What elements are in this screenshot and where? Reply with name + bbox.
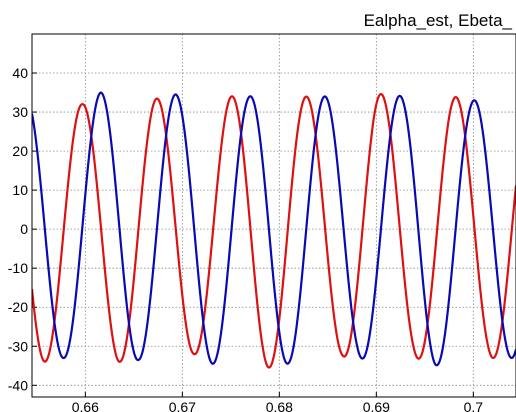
y-tick-label: 40 xyxy=(12,65,28,81)
series-1-peak-point xyxy=(229,94,233,98)
series-1-peak-point xyxy=(80,102,84,106)
extrema-markers xyxy=(32,91,511,370)
series-1-trough-point xyxy=(410,356,414,360)
x-tick-label: 0.69 xyxy=(363,399,390,412)
series-2-trough-point xyxy=(355,356,359,360)
chart-title: Ealpha_est, Ebeta_ xyxy=(364,11,513,30)
series-1-peak-point xyxy=(154,96,158,100)
y-tick-label: -10 xyxy=(8,260,28,276)
series-2-trough-point xyxy=(137,358,141,362)
series-1-peak-point xyxy=(304,94,308,98)
series-2-peak-point xyxy=(32,96,36,100)
x-axis: 0.66 0.67 0.68 0.69 0.7 xyxy=(72,392,484,412)
y-tick-label: -30 xyxy=(8,338,28,354)
plot-frame xyxy=(31,33,516,398)
y-tick-label: -40 xyxy=(8,377,28,393)
series-2-peak-point xyxy=(99,91,103,95)
y-axis: -40 -30 -20 -10 0 10 20 30 40 xyxy=(8,65,37,393)
y-tick-label: 20 xyxy=(12,143,28,159)
series-1-trough-point xyxy=(42,360,46,364)
series-1-trough-point xyxy=(266,366,270,370)
series-2-peak-point xyxy=(245,94,249,98)
series-2-trough-point xyxy=(282,362,286,366)
series-line-1 xyxy=(32,93,516,369)
series-2-peak-point xyxy=(323,94,327,98)
y-tick-label: 0 xyxy=(20,221,28,237)
series-1-peak-point xyxy=(371,91,375,95)
series-1-trough-point xyxy=(115,360,119,364)
y-tick-label: 30 xyxy=(12,104,28,120)
series-2-trough-point xyxy=(209,362,213,366)
series-1-trough-point xyxy=(192,352,196,356)
y-tick-label: -20 xyxy=(8,299,28,315)
series-1-trough-point xyxy=(340,354,344,358)
series-1-peak-point xyxy=(447,94,451,98)
x-tick-label: 0.66 xyxy=(72,399,99,412)
y-tick-label: 10 xyxy=(12,182,28,198)
series-2-peak-point xyxy=(466,98,470,102)
plot-series xyxy=(32,91,516,369)
series-2-trough-point xyxy=(433,364,437,368)
x-tick-label: 0.67 xyxy=(169,399,196,412)
series-line-2 xyxy=(32,91,516,367)
series-2-trough-point xyxy=(507,356,511,360)
grid xyxy=(32,34,516,397)
series-2-peak-point xyxy=(392,94,396,98)
series-2-trough-point xyxy=(62,356,66,360)
series-1-trough-point xyxy=(486,356,490,360)
series-2-peak-point xyxy=(173,93,177,97)
x-tick-label: 0.7 xyxy=(464,399,484,412)
x-tick-label: 0.68 xyxy=(266,399,293,412)
